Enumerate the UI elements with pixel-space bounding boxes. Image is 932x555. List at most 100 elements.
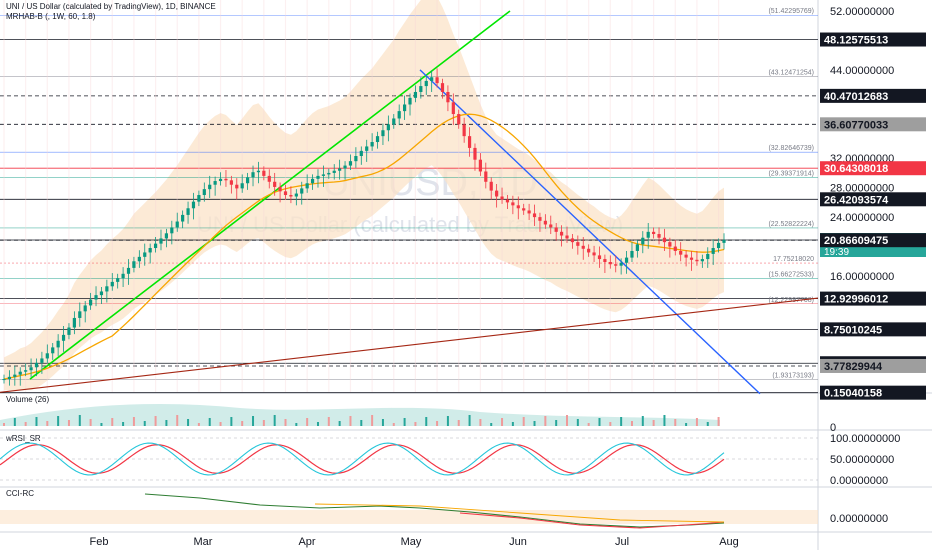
pivot-label: (32.82646739)	[768, 145, 814, 152]
candle-body	[126, 267, 131, 274]
x-tick-label: Jul	[615, 536, 629, 548]
volume-bar	[122, 422, 125, 426]
y-tick-label: 24.00000000	[830, 212, 894, 224]
candle-body	[403, 104, 407, 112]
candle-body	[570, 238, 575, 243]
candle-body	[500, 196, 504, 200]
candle-body	[522, 208, 526, 211]
volume-bar	[154, 416, 157, 426]
volume-bar	[165, 420, 168, 426]
x-tick-label: Jun	[509, 536, 527, 548]
volume-bar	[695, 418, 698, 426]
volume-bar	[533, 421, 536, 426]
candle-body	[208, 184, 212, 190]
candle-body	[175, 221, 179, 228]
candle-body	[289, 195, 293, 197]
volume-bar	[457, 420, 460, 426]
candle-body	[662, 237, 667, 243]
volume-bar	[78, 415, 81, 426]
candle-body	[457, 114, 461, 125]
candle-body	[603, 259, 607, 263]
candle-body	[505, 199, 510, 203]
candle-body	[614, 264, 618, 266]
volume-label: Volume (26)	[6, 395, 49, 404]
price-tag-label: 8.75010245	[824, 324, 882, 336]
candle-body	[267, 175, 271, 182]
volume-bar	[598, 418, 601, 426]
candle-body	[67, 327, 71, 335]
y-tick-label: 52.00000000	[830, 6, 894, 18]
candle-body	[2, 379, 6, 381]
candle-body	[99, 291, 104, 296]
price-tag-bg	[820, 192, 926, 207]
candle-body	[451, 102, 455, 115]
volume-bar	[587, 423, 590, 426]
volume-bar	[100, 423, 103, 426]
volume-bar	[501, 418, 504, 426]
volume-bar	[360, 420, 363, 426]
volume-bar	[295, 423, 298, 426]
price-tag-label: 48.12575513	[824, 35, 888, 47]
candle-body	[202, 189, 206, 196]
candle-body	[511, 202, 515, 206]
volume-bar	[392, 423, 395, 426]
candle-body	[332, 170, 336, 173]
volume-bar	[187, 419, 190, 426]
price-tag-label: 30.64308018	[824, 163, 888, 175]
candle-body	[316, 175, 320, 179]
candle-body	[576, 242, 580, 246]
volume-bar	[176, 415, 179, 426]
candle-body	[630, 250, 634, 258]
candle-body	[652, 231, 656, 235]
candle-body	[251, 172, 255, 178]
volume-bar	[143, 421, 146, 426]
candle-body	[684, 254, 688, 258]
chart-title: UNI / US Dollar (calculated by TradingVi…	[6, 2, 216, 11]
price-tag-bg	[820, 117, 926, 132]
candle-body	[592, 252, 596, 256]
volume-bar	[89, 419, 92, 426]
candle-body	[673, 246, 677, 251]
candle-body	[224, 178, 228, 181]
candle-body	[554, 227, 558, 232]
x-tick-label: Mar	[194, 536, 213, 548]
volume-bar	[35, 417, 38, 426]
candle-body	[246, 177, 250, 184]
cci-signal	[314, 503, 725, 523]
pivot-label: (22.52822224)	[768, 221, 814, 228]
candle-body	[327, 172, 331, 175]
candle-body	[359, 150, 363, 157]
volume-bar	[338, 421, 341, 426]
price-tag-label: 0.15040158	[824, 388, 882, 400]
volume-bar	[630, 421, 633, 426]
x-tick-label: Feb	[90, 536, 109, 548]
volume-bar	[566, 415, 569, 426]
volume-bar	[522, 417, 525, 426]
candle-body	[170, 227, 174, 234]
volume-bar	[111, 418, 114, 426]
candle-body	[89, 299, 93, 306]
wrsi-signal	[0, 444, 725, 474]
price-tag-bg	[820, 385, 926, 400]
x-tick-label: May	[401, 536, 422, 548]
candle-body	[587, 248, 591, 253]
pivot-label: (51.42295769)	[768, 8, 814, 15]
price-tag-label: 26.42093574	[824, 194, 889, 206]
candle-body	[72, 317, 76, 328]
price-tag-label: 12.92996012	[824, 294, 888, 306]
volume-bar	[381, 419, 384, 426]
trendline-down	[419, 69, 761, 395]
volume-bar	[706, 422, 709, 426]
price-tag-bg	[820, 88, 926, 103]
candle-body	[310, 178, 315, 184]
volume-bar	[273, 415, 276, 426]
volume-bar	[620, 417, 623, 426]
candle-body	[213, 181, 217, 185]
volume-bar	[349, 416, 352, 426]
candle-body	[668, 242, 672, 247]
volume-bar	[46, 421, 49, 426]
volume-bar	[306, 418, 309, 426]
volume-bar	[13, 418, 16, 426]
price-tag-bg	[820, 32, 926, 47]
